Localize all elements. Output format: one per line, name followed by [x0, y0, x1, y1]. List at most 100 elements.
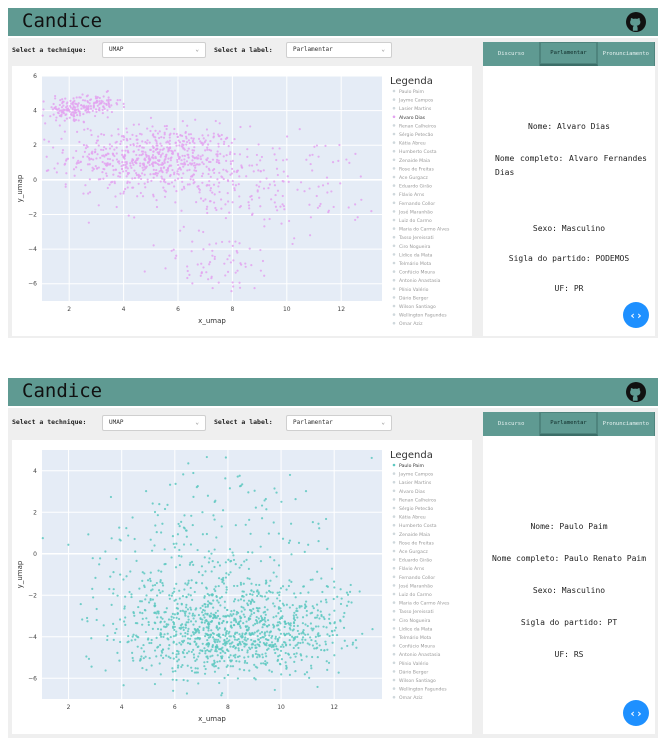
data-point [107, 100, 110, 103]
data-point [166, 140, 169, 143]
code-toggle-button[interactable]: ‹› [623, 302, 649, 328]
data-point [91, 150, 94, 153]
data-point [264, 652, 267, 655]
data-point [189, 594, 192, 597]
scatter-plot[interactable]: 2 4 6 8 10 12 −6 −4 −2 0 2 4 6 x_umap y_umap Legenda Pau… [12, 66, 475, 336]
data-point [260, 517, 264, 520]
github-icon[interactable] [626, 382, 646, 402]
tab-pronunciamento[interactable]: Pronunciamento [597, 412, 655, 436]
data-point [174, 201, 177, 204]
data-point [106, 109, 109, 112]
data-point [52, 102, 55, 106]
technique-select[interactable]: UMAP ⌄ [102, 42, 206, 58]
tab-discurso[interactable]: Discurso [483, 412, 541, 436]
data-point [141, 140, 144, 143]
data-point [337, 671, 340, 674]
data-point [328, 617, 331, 621]
legend-marker [392, 192, 396, 196]
data-point [276, 621, 280, 624]
data-point [75, 111, 78, 114]
data-point [54, 97, 57, 100]
data-point [192, 633, 195, 636]
data-point [146, 180, 149, 184]
data-point [273, 625, 276, 628]
data-point [241, 640, 244, 643]
tab-pronunciamento[interactable]: Pronunciamento [597, 42, 655, 66]
github-icon[interactable] [626, 12, 646, 32]
data-point [179, 632, 182, 635]
data-point [269, 556, 272, 559]
data-point [222, 582, 226, 585]
legend-marker [392, 506, 396, 510]
tab-parlamentar[interactable]: Parlamentar [540, 42, 598, 66]
data-point [331, 633, 334, 637]
label-select[interactable]: Parlamentar ⌄ [286, 42, 392, 58]
data-point [227, 200, 230, 203]
data-point [101, 154, 104, 157]
data-point [204, 619, 207, 622]
data-point [186, 153, 189, 156]
data-point [304, 638, 307, 641]
data-point [150, 641, 153, 645]
data-point [251, 212, 254, 215]
legend-item: Plínio Valério [399, 286, 429, 293]
data-point [180, 520, 183, 523]
tab-discurso[interactable]: Discurso [483, 42, 541, 66]
legend-marker [392, 558, 396, 561]
data-point [289, 628, 292, 631]
technique-select[interactable]: UMAP ⌄ [102, 415, 206, 431]
data-point [209, 633, 212, 636]
data-point [208, 594, 211, 597]
legend-item: Wellington Fagundes [399, 313, 447, 319]
data-point [238, 615, 242, 618]
data-point [76, 103, 79, 106]
data-point [177, 554, 181, 558]
scatter-plot[interactable]: 2 4 6 8 10 12 −6 −4 −2 0 2 4 x_umap y_umap Legenda Paul… [12, 440, 475, 734]
y-tick-label: 2 [33, 509, 37, 516]
data-point [141, 146, 144, 149]
data-point [158, 136, 161, 140]
data-point [148, 577, 152, 580]
data-point [347, 206, 350, 209]
data-point [186, 149, 189, 152]
data-point [86, 101, 90, 104]
legend-item: Dário Berger [399, 668, 428, 675]
legend-marker [392, 498, 396, 501]
scatter-chart[interactable]: 2 4 6 8 10 12−6−4−20246x_umapy_umapLegendaPau… [12, 66, 475, 336]
data-point [187, 621, 190, 624]
data-point [139, 144, 142, 147]
data-point [154, 161, 158, 165]
legend-marker [392, 549, 396, 553]
data-point [281, 585, 285, 588]
data-point [163, 507, 167, 511]
data-point [234, 631, 237, 634]
scatter-chart[interactable]: 2 4 6 8 10 12−6−4−2024x_umapy_umapLegendaPaul… [12, 440, 475, 734]
data-point [248, 247, 251, 250]
data-point [130, 593, 133, 596]
data-point [135, 173, 138, 177]
data-point [105, 172, 108, 175]
data-point [184, 582, 187, 585]
data-point [172, 657, 175, 660]
data-point [147, 154, 150, 158]
tab-parlamentar[interactable]: Parlamentar [540, 412, 598, 436]
data-point [182, 678, 185, 682]
data-point [306, 633, 310, 636]
data-point [345, 591, 349, 594]
data-point [354, 152, 357, 155]
data-point [285, 632, 288, 635]
code-toggle-button[interactable]: ‹› [623, 700, 649, 726]
data-point [165, 127, 168, 131]
data-point [166, 503, 169, 506]
data-point [212, 599, 215, 602]
data-point [136, 635, 139, 638]
data-point [137, 176, 140, 179]
data-point [191, 523, 194, 527]
data-point [131, 161, 134, 165]
data-point [70, 102, 73, 105]
label-select[interactable]: Parlamentar ⌄ [286, 415, 392, 431]
data-point [193, 142, 196, 145]
data-point [257, 617, 260, 620]
legend-marker [392, 601, 396, 604]
data-point [285, 664, 288, 667]
